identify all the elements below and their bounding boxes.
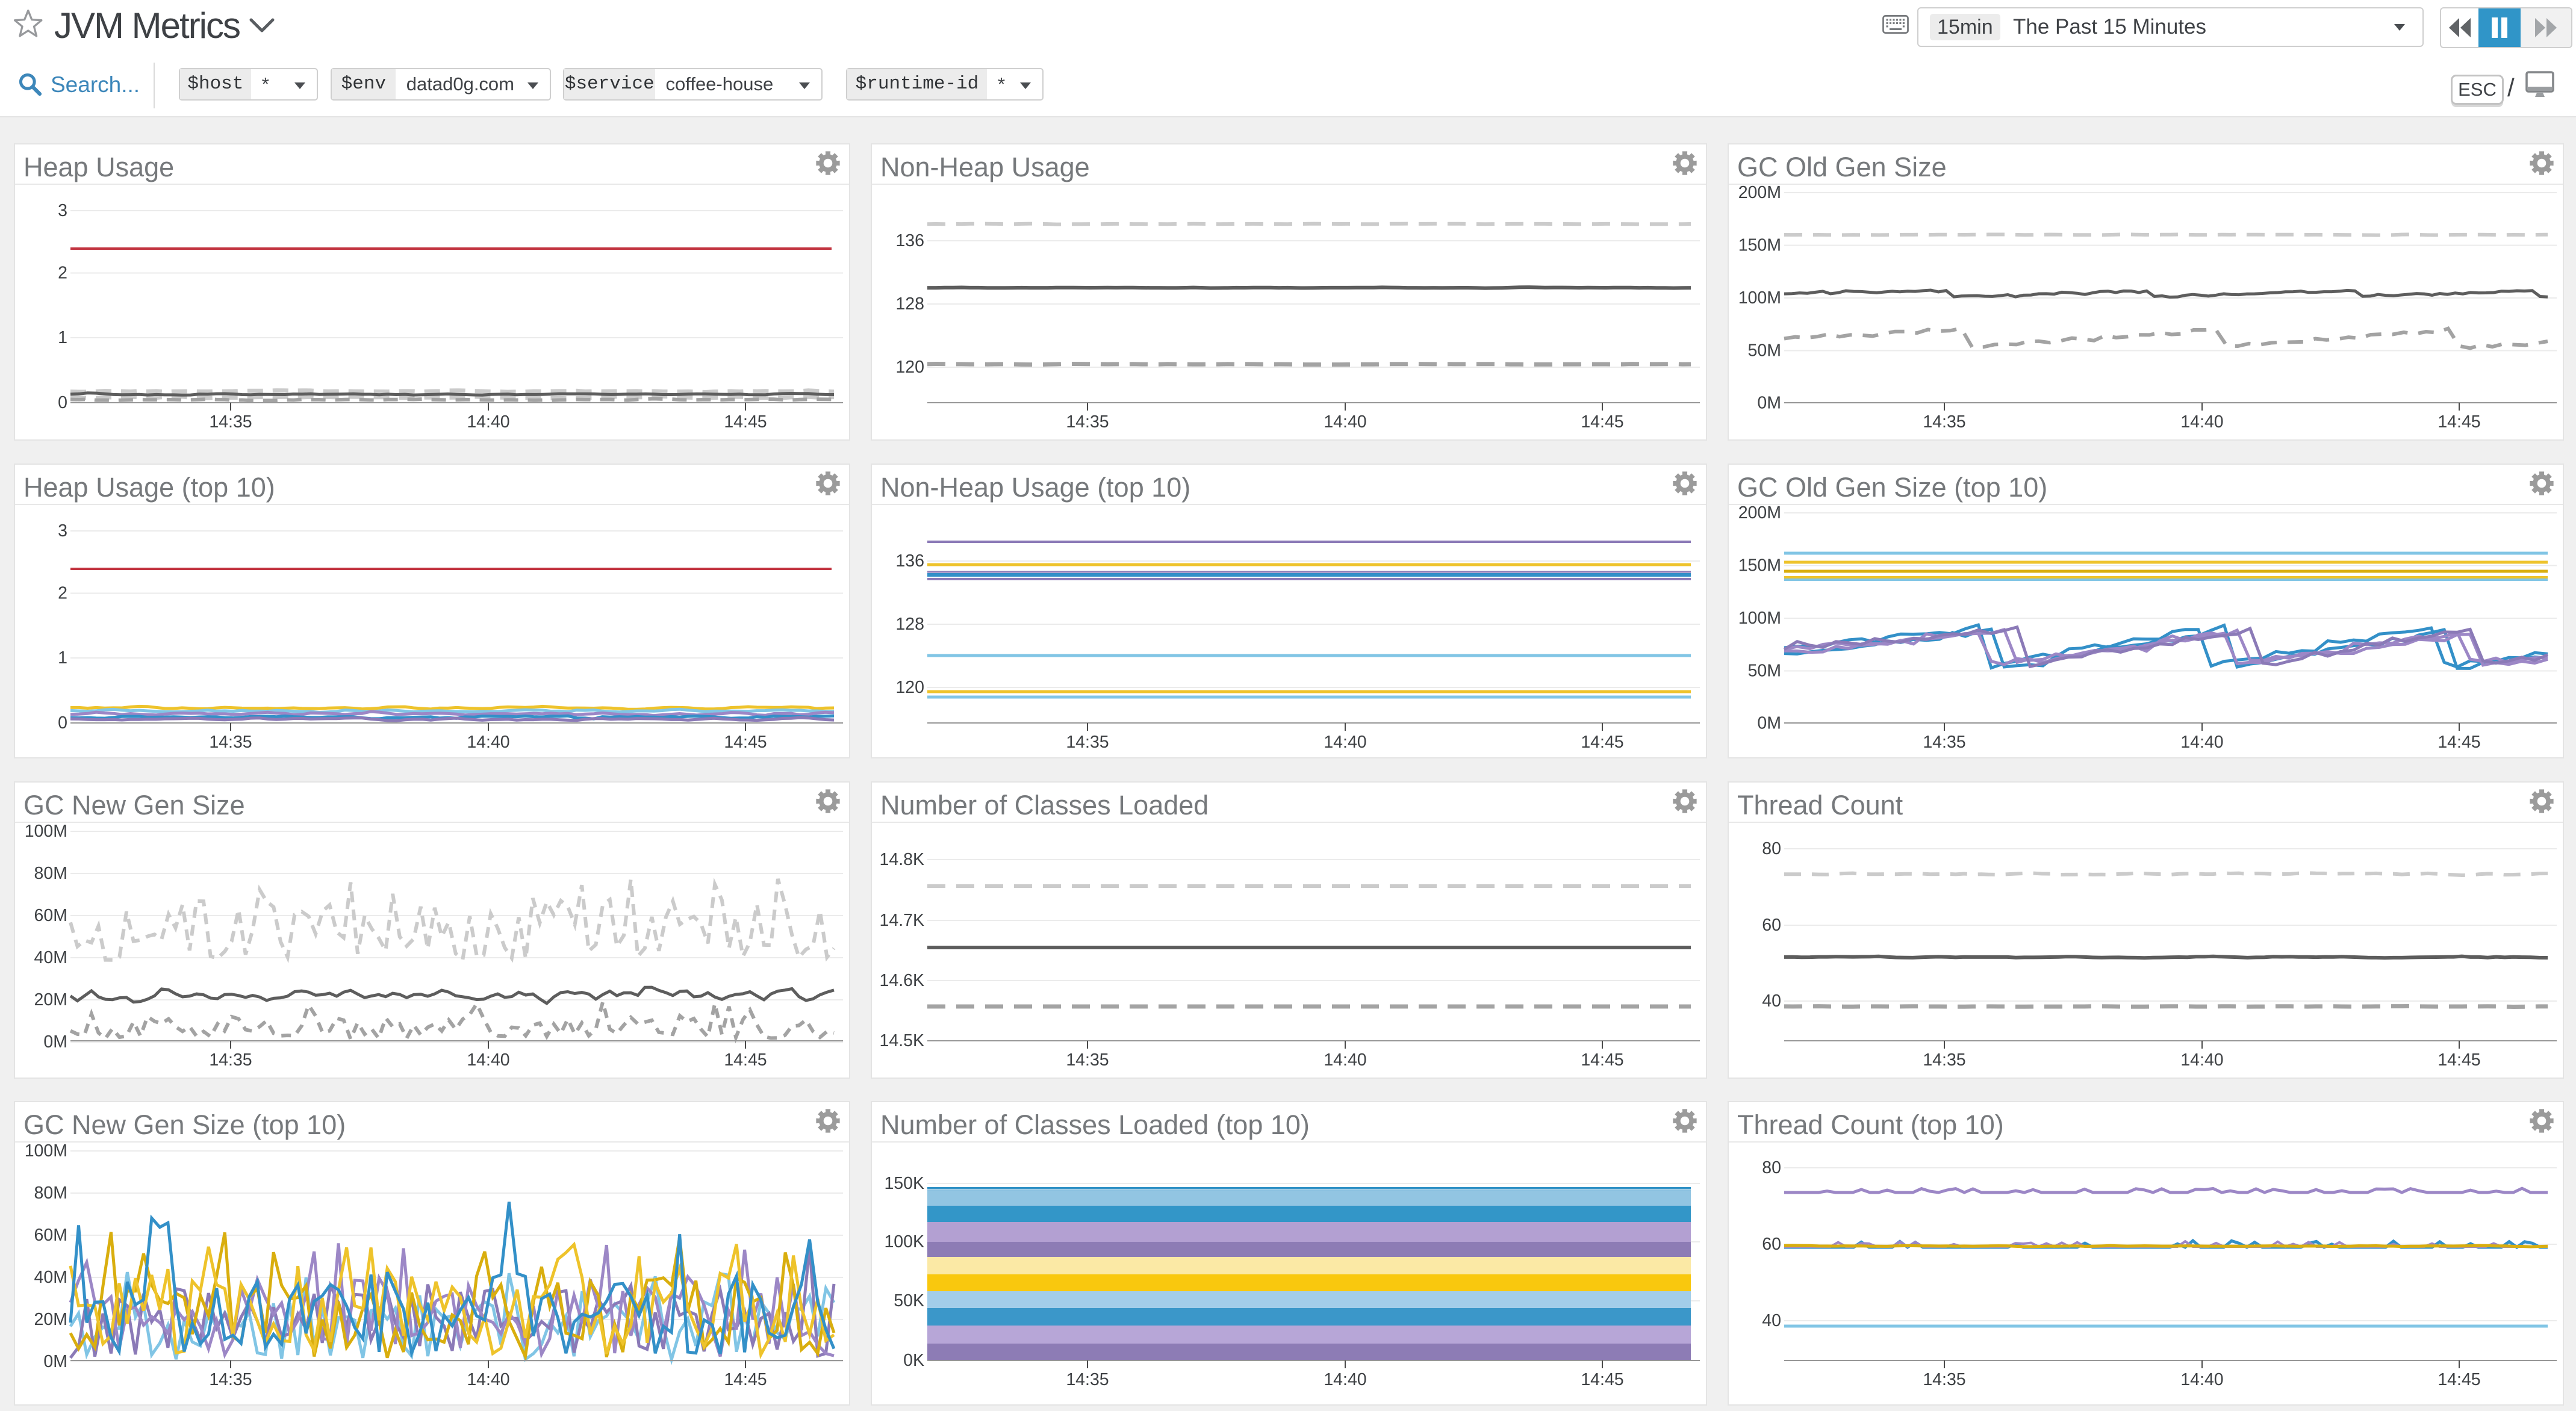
- svg-text:0M: 0M: [43, 1352, 67, 1371]
- svg-text:14:40: 14:40: [2180, 412, 2223, 432]
- svg-text:14:40: 14:40: [467, 412, 509, 432]
- svg-text:14:45: 14:45: [724, 412, 767, 432]
- svg-text:100M: 100M: [1738, 288, 1781, 308]
- svg-text:50K: 50K: [894, 1291, 924, 1310]
- svg-text:80: 80: [1762, 1158, 1781, 1177]
- svg-text:2: 2: [58, 264, 67, 283]
- svg-text:40M: 40M: [34, 948, 67, 967]
- svg-text:100K: 100K: [884, 1232, 924, 1251]
- svg-text:50M: 50M: [1748, 341, 1781, 361]
- svg-text:60M: 60M: [34, 1226, 67, 1245]
- svg-text:60: 60: [1762, 916, 1781, 935]
- svg-text:0M: 0M: [43, 1032, 67, 1052]
- svg-text:14:45: 14:45: [2438, 733, 2480, 752]
- svg-text:14:45: 14:45: [724, 1370, 767, 1389]
- svg-text:14:35: 14:35: [209, 1370, 252, 1389]
- svg-text:150K: 150K: [884, 1174, 924, 1193]
- svg-text:14:35: 14:35: [209, 412, 252, 432]
- svg-text:100M: 100M: [25, 1141, 67, 1161]
- svg-text:14:40: 14:40: [467, 733, 509, 752]
- svg-text:14:40: 14:40: [2180, 1050, 2223, 1070]
- svg-text:14:45: 14:45: [1581, 1050, 1623, 1070]
- svg-text:150M: 150M: [1738, 556, 1781, 575]
- svg-text:14:35: 14:35: [1066, 1050, 1109, 1070]
- svg-text:3: 3: [58, 521, 67, 541]
- svg-text:14:40: 14:40: [2180, 1370, 2223, 1389]
- svg-text:14:45: 14:45: [724, 1050, 767, 1070]
- svg-text:3: 3: [58, 201, 67, 220]
- svg-text:20M: 20M: [34, 1310, 67, 1329]
- svg-text:14:35: 14:35: [1066, 1370, 1109, 1389]
- svg-text:60: 60: [1762, 1235, 1781, 1254]
- svg-text:14:35: 14:35: [209, 733, 252, 752]
- svg-text:14:35: 14:35: [1923, 1050, 1965, 1070]
- svg-text:14:45: 14:45: [2438, 412, 2480, 432]
- svg-text:14:40: 14:40: [2180, 733, 2223, 752]
- svg-text:2: 2: [58, 584, 67, 603]
- svg-text:100M: 100M: [1738, 609, 1781, 628]
- svg-text:14:35: 14:35: [1923, 733, 1965, 752]
- svg-text:14:35: 14:35: [1066, 733, 1109, 752]
- svg-text:136: 136: [895, 551, 924, 571]
- svg-text:150M: 150M: [1738, 236, 1781, 255]
- svg-text:120: 120: [895, 678, 924, 697]
- svg-text:50M: 50M: [1748, 662, 1781, 681]
- svg-text:136: 136: [895, 231, 924, 250]
- svg-text:14.5K: 14.5K: [880, 1031, 924, 1050]
- svg-text:14:40: 14:40: [467, 1050, 509, 1070]
- svg-text:14.6K: 14.6K: [880, 971, 924, 990]
- svg-text:40: 40: [1762, 991, 1781, 1011]
- svg-text:14:45: 14:45: [724, 733, 767, 752]
- svg-text:14:40: 14:40: [1324, 1050, 1366, 1070]
- svg-text:40M: 40M: [34, 1268, 67, 1287]
- svg-text:1: 1: [58, 648, 67, 668]
- svg-text:14.8K: 14.8K: [880, 850, 924, 869]
- svg-text:80: 80: [1762, 839, 1781, 858]
- svg-text:0M: 0M: [1757, 394, 1781, 413]
- svg-text:20M: 20M: [34, 990, 67, 1009]
- svg-text:14:45: 14:45: [1581, 412, 1623, 432]
- svg-text:128: 128: [895, 615, 924, 634]
- svg-text:14:40: 14:40: [1324, 1370, 1366, 1389]
- svg-text:0M: 0M: [1757, 714, 1781, 733]
- svg-text:128: 128: [895, 294, 924, 314]
- svg-text:0K: 0K: [903, 1351, 924, 1370]
- svg-text:120: 120: [895, 358, 924, 377]
- svg-text:100M: 100M: [25, 822, 67, 841]
- svg-text:14:45: 14:45: [2438, 1370, 2480, 1389]
- svg-text:200M: 200M: [1738, 183, 1781, 202]
- svg-text:0: 0: [58, 713, 67, 733]
- svg-text:14:45: 14:45: [1581, 1370, 1623, 1389]
- svg-text:14:45: 14:45: [1581, 733, 1623, 752]
- svg-text:14:45: 14:45: [2438, 1050, 2480, 1070]
- svg-text:14:35: 14:35: [1066, 412, 1109, 432]
- svg-text:1: 1: [58, 328, 67, 347]
- svg-text:14:40: 14:40: [467, 1370, 509, 1389]
- svg-text:200M: 200M: [1738, 503, 1781, 523]
- svg-text:80M: 80M: [34, 864, 67, 883]
- svg-text:14.7K: 14.7K: [880, 911, 924, 930]
- svg-text:80M: 80M: [34, 1183, 67, 1203]
- svg-text:14:40: 14:40: [1324, 412, 1366, 432]
- svg-text:14:35: 14:35: [1923, 1370, 1965, 1389]
- svg-text:60M: 60M: [34, 906, 67, 925]
- svg-text:14:35: 14:35: [209, 1050, 252, 1070]
- svg-text:14:35: 14:35: [1923, 412, 1965, 432]
- svg-text:0: 0: [58, 393, 67, 412]
- svg-text:40: 40: [1762, 1311, 1781, 1330]
- svg-text:14:40: 14:40: [1324, 733, 1366, 752]
